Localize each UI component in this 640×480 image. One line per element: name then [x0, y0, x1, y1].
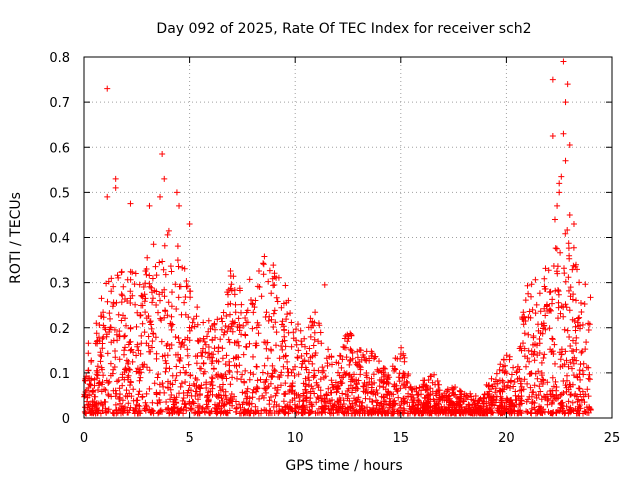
x-axis-label: GPS time / hours [285, 458, 402, 474]
y-tick-label: 0.4 [49, 232, 70, 247]
x-tick-labels: 0 5 10 15 20 25 [80, 431, 620, 446]
y-tick-label: 0.3 [49, 277, 70, 292]
roti-outlier-point [558, 173, 565, 180]
roti-outlier-point [562, 157, 569, 164]
y-axis-label: ROTI / TECUs [8, 192, 24, 284]
x-tick-label: 10 [287, 431, 304, 446]
axis-ticks [83, 56, 613, 419]
x-tick-label: 20 [498, 431, 515, 446]
x-tick-label: 5 [185, 431, 193, 446]
roti-outlier-point [112, 175, 119, 182]
y-tick-label: 0.6 [49, 141, 70, 156]
roti-outlier-point [159, 151, 166, 158]
roti-outlier-point [104, 85, 111, 92]
y-tick-label: 0.7 [49, 96, 70, 111]
y-tick-labels: 0 0.1 0.2 0.3 0.4 0.5 0.6 0.7 0.8 [49, 51, 70, 427]
y-tick-label: 0.8 [49, 51, 70, 66]
x-tick-label: 15 [393, 431, 410, 446]
roti-outlier-point [560, 130, 567, 137]
roti-outlier-point [173, 189, 180, 196]
roti-outlier-point [570, 220, 577, 227]
roti-outlier-point [104, 193, 111, 200]
roti-outlier-point [556, 180, 563, 187]
grid-lines [84, 57, 612, 418]
roti-outlier-point [566, 141, 573, 148]
y-tick-label: 0.5 [49, 186, 70, 201]
x-tick-label: 25 [604, 431, 621, 446]
roti-outlier-point [564, 81, 571, 88]
x-tick-label: 0 [80, 431, 88, 446]
roti-outlier-point [176, 202, 183, 209]
chart-title: Day 092 of 2025, Rate Of TEC Index for r… [156, 21, 531, 37]
roti-outlier-point [560, 58, 567, 65]
roti-outlier-point [157, 193, 164, 200]
data-points [81, 58, 594, 417]
y-tick-label: 0.1 [49, 367, 70, 382]
roti-outlier-point [549, 76, 556, 83]
y-tick-label: 0.2 [49, 322, 70, 337]
roti-outlier-point [321, 281, 328, 288]
roti-outlier-point [562, 99, 569, 106]
roti-outlier-point [566, 211, 573, 218]
y-tick-label: 0 [62, 412, 70, 427]
roti-outlier-point [127, 200, 134, 207]
roti-outlier-point [112, 184, 119, 191]
roti-outlier-point [554, 202, 561, 209]
roti-outlier-point [146, 202, 153, 209]
roti-point-cloud [81, 227, 594, 417]
roti-outlier-point [551, 216, 558, 223]
roti-outlier-point [186, 220, 193, 227]
roti-outlier-point [549, 132, 556, 139]
roti-outlier-point [556, 189, 563, 196]
roti-outlier-point [161, 175, 168, 182]
